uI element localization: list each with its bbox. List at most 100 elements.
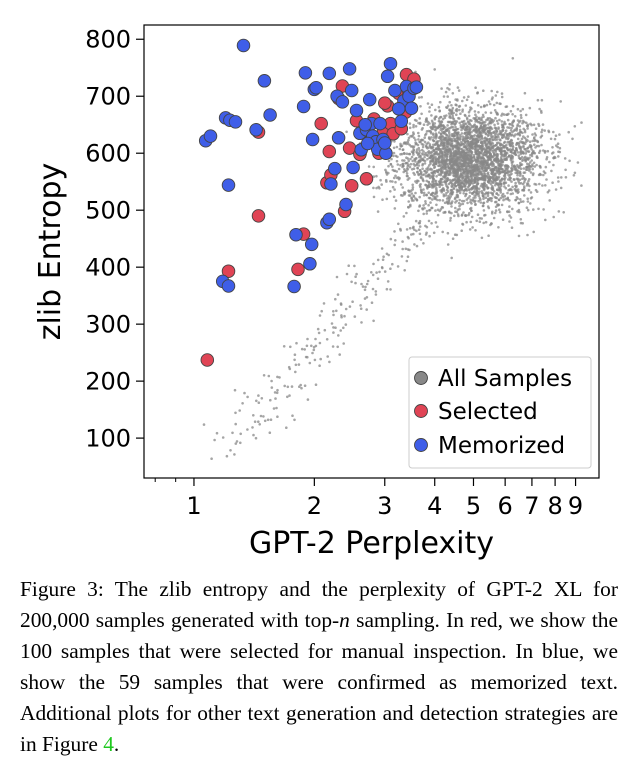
all-samples-point [392, 151, 396, 155]
all-samples-point [442, 130, 446, 134]
all-samples-point [424, 144, 428, 148]
all-samples-point [389, 180, 392, 183]
all-samples-point [252, 414, 255, 417]
all-samples-point [396, 265, 400, 268]
all-samples-point [314, 383, 318, 387]
all-samples-point [520, 155, 524, 159]
all-samples-point [485, 137, 489, 140]
all-samples-point [467, 157, 471, 161]
all-samples-point [445, 158, 449, 161]
all-samples-point [475, 175, 478, 178]
all-samples-point [238, 409, 241, 412]
all-samples-point [435, 175, 438, 178]
all-samples-point [474, 113, 477, 116]
all-samples-point [455, 199, 459, 203]
all-samples-point [270, 386, 274, 389]
all-samples-point [428, 182, 431, 186]
all-samples-point [429, 201, 432, 204]
caption-label: Figure 3: [20, 577, 104, 601]
all-samples-point [487, 191, 490, 194]
all-samples-point [422, 173, 426, 176]
all-samples-point [524, 140, 528, 143]
all-samples-point [428, 176, 432, 180]
all-samples-point [478, 220, 482, 223]
all-samples-point [440, 189, 444, 193]
memorized-point [383, 56, 398, 71]
all-samples-point [441, 168, 444, 171]
all-samples-point [448, 120, 451, 124]
all-samples-point [469, 106, 472, 109]
all-samples-point [275, 406, 278, 410]
all-samples-point [511, 185, 514, 189]
all-samples-point [506, 210, 509, 213]
all-samples-point [440, 150, 444, 153]
all-samples-point [464, 174, 468, 177]
all-samples-point [451, 139, 454, 142]
all-samples-point [401, 162, 404, 166]
memorized-point [221, 279, 236, 293]
all-samples-point [497, 147, 500, 150]
all-samples-point [405, 172, 409, 175]
all-samples-point [471, 226, 474, 229]
all-samples-point [498, 129, 502, 133]
all-samples-point [336, 345, 340, 349]
all-samples-point [500, 120, 504, 123]
all-samples-point [560, 176, 563, 179]
all-samples-point [401, 240, 404, 243]
all-samples-point [504, 197, 508, 201]
all-samples-point [483, 176, 487, 180]
all-samples-point [257, 401, 261, 405]
all-samples-point [446, 104, 450, 108]
all-samples-point [457, 168, 461, 172]
all-samples-point [254, 436, 258, 440]
figure-4-link[interactable]: 4 [103, 732, 114, 756]
all-samples-point [407, 152, 411, 156]
all-samples-point [430, 151, 433, 154]
all-samples-point [415, 229, 418, 233]
all-samples-point [318, 314, 322, 317]
all-samples-point [465, 137, 469, 140]
all-samples-point [404, 162, 408, 165]
all-samples-point [454, 154, 457, 157]
all-samples-point [389, 267, 392, 271]
all-samples-point [417, 155, 421, 159]
all-samples-point [432, 133, 435, 137]
all-samples-point [470, 202, 473, 205]
all-samples-point [316, 327, 320, 331]
all-samples-point [355, 272, 358, 276]
all-samples-point [467, 120, 470, 124]
all-samples-point [437, 144, 440, 147]
all-samples-point [483, 128, 487, 131]
all-samples-point [453, 129, 456, 132]
all-samples-point [311, 351, 314, 355]
all-samples-point [414, 160, 417, 163]
all-samples-point [464, 140, 467, 143]
all-samples-point [501, 129, 505, 132]
all-samples-point [432, 139, 436, 143]
all-samples-point [467, 167, 471, 170]
x-tick-label: 9 [568, 492, 583, 520]
all-samples-point [568, 159, 571, 163]
all-samples-point [523, 130, 527, 134]
all-samples-point [456, 213, 460, 216]
all-samples-point [332, 326, 335, 329]
all-samples-point [529, 191, 533, 194]
all-samples-point [504, 137, 508, 140]
all-samples-point [340, 314, 343, 317]
all-samples-point [435, 126, 438, 129]
all-samples-point [392, 146, 396, 150]
all-samples-point [276, 375, 279, 379]
all-samples-point [475, 177, 479, 181]
all-samples-point [513, 152, 516, 155]
all-samples-point [380, 247, 384, 250]
all-samples-point [562, 211, 565, 214]
all-samples-point [487, 166, 491, 169]
all-samples-point [451, 114, 455, 118]
all-samples-point [290, 385, 294, 388]
all-samples-point [470, 215, 474, 219]
memorized-point [362, 92, 377, 107]
all-samples-point [573, 125, 577, 128]
all-samples-point [483, 182, 487, 185]
all-samples-point [491, 169, 495, 173]
all-samples-point [516, 137, 520, 141]
